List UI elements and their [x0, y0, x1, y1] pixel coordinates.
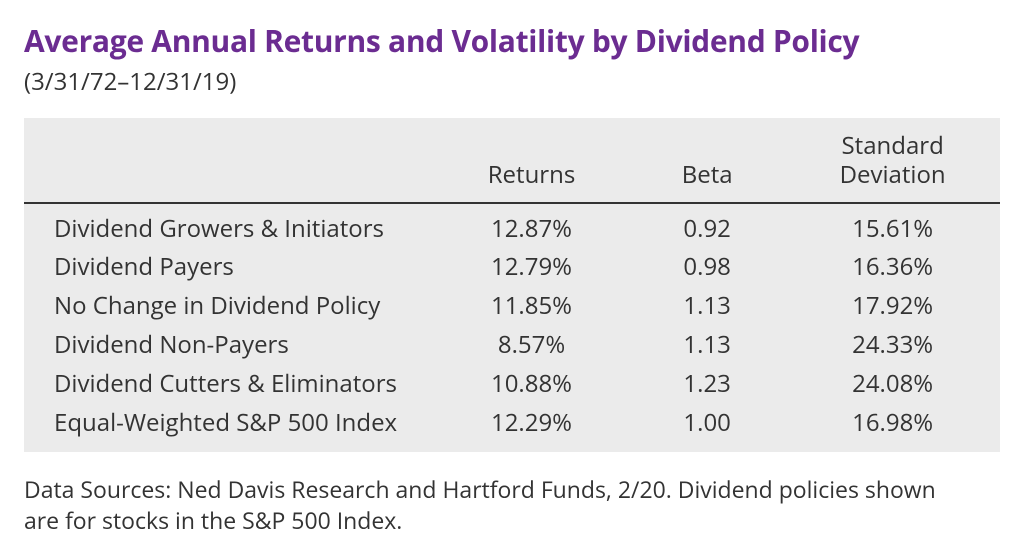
- table-row: Dividend Cutters & Eliminators 10.88% 1.…: [24, 365, 1000, 404]
- col-header-empty: [24, 118, 434, 203]
- page-title: Average Annual Returns and Volatility by…: [24, 20, 1000, 61]
- row-label: Dividend Growers & Initiators: [24, 203, 434, 249]
- cell-stddev: 15.61%: [785, 203, 1000, 249]
- cell-beta: 1.13: [629, 287, 785, 326]
- cell-stddev: 16.36%: [785, 248, 1000, 287]
- col-header-beta: Beta: [629, 118, 785, 203]
- cell-returns: 12.87%: [434, 203, 629, 249]
- cell-beta: 0.98: [629, 248, 785, 287]
- cell-beta: 1.00: [629, 404, 785, 453]
- cell-returns: 11.85%: [434, 287, 629, 326]
- date-range-subtitle: (3/31/72–12/31/19): [24, 65, 1000, 98]
- cell-returns: 12.79%: [434, 248, 629, 287]
- row-label: No Change in Dividend Policy: [24, 287, 434, 326]
- data-sources-footnote: Data Sources: Ned Davis Research and Har…: [24, 474, 944, 536]
- cell-stddev: 17.92%: [785, 287, 1000, 326]
- row-label: Dividend Non-Payers: [24, 326, 434, 365]
- row-label: Dividend Payers: [24, 248, 434, 287]
- table-row: Equal-Weighted S&P 500 Index 12.29% 1.00…: [24, 404, 1000, 453]
- table-row: Dividend Payers 12.79% 0.98 16.36%: [24, 248, 1000, 287]
- table-row: Dividend Non-Payers 8.57% 1.13 24.33%: [24, 326, 1000, 365]
- cell-returns: 10.88%: [434, 365, 629, 404]
- cell-returns: 8.57%: [434, 326, 629, 365]
- row-label: Dividend Cutters & Eliminators: [24, 365, 434, 404]
- cell-beta: 1.23: [629, 365, 785, 404]
- cell-returns: 12.29%: [434, 404, 629, 453]
- table-row: Dividend Growers & Initiators 12.87% 0.9…: [24, 203, 1000, 249]
- row-label: Equal-Weighted S&P 500 Index: [24, 404, 434, 453]
- col-header-returns: Returns: [434, 118, 629, 203]
- dividend-returns-table: Returns Beta StandardDeviation Dividend …: [24, 118, 1000, 452]
- table-header-row: Returns Beta StandardDeviation: [24, 118, 1000, 203]
- col-header-stddev: StandardDeviation: [785, 118, 1000, 203]
- cell-beta: 0.92: [629, 203, 785, 249]
- cell-stddev: 24.08%: [785, 365, 1000, 404]
- table-row: No Change in Dividend Policy 11.85% 1.13…: [24, 287, 1000, 326]
- cell-stddev: 16.98%: [785, 404, 1000, 453]
- cell-beta: 1.13: [629, 326, 785, 365]
- cell-stddev: 24.33%: [785, 326, 1000, 365]
